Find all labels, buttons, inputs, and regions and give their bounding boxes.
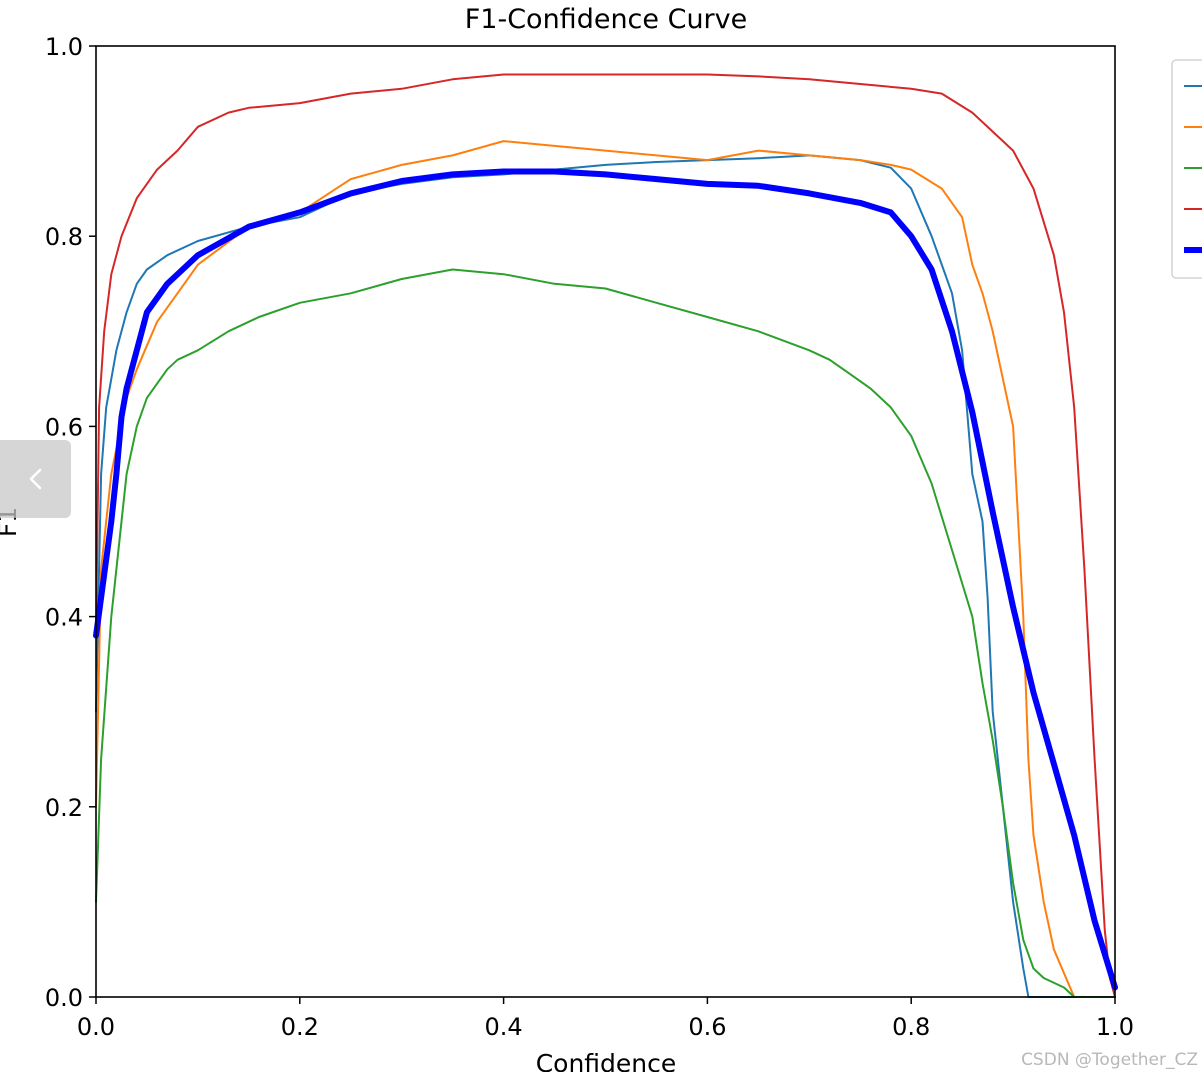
y-tick-label: 0.2	[45, 794, 83, 822]
series-line-4	[95, 73, 1116, 998]
watermark: CSDN @Together_CZ	[1021, 1050, 1198, 1070]
plot-frame	[95, 45, 1116, 998]
previous-image-button[interactable]	[0, 440, 71, 518]
legend-items	[1184, 85, 1202, 253]
series-layer	[93, 73, 1118, 998]
y-tick-label: 0.0	[45, 984, 83, 1012]
y-tick-label: 0.8	[45, 223, 83, 251]
chevron-left-icon	[27, 465, 45, 493]
x-axis-title: Confidence	[536, 1049, 677, 1072]
series-line-5	[93, 168, 1118, 991]
series-line-2	[95, 140, 1116, 998]
x-tick-label: 0.8	[892, 1013, 930, 1041]
chart-title: F1-Confidence Curve	[465, 4, 748, 35]
series-line-1	[95, 154, 1116, 998]
y-axis: 0.0 0.2 0.4 0.6 0.8 1.0	[45, 33, 96, 1012]
x-tick-label: 0.6	[688, 1013, 726, 1041]
x-tick-label: 1.0	[1096, 1013, 1134, 1041]
series-line-3	[95, 268, 1116, 998]
x-tick-label: 0.4	[485, 1013, 523, 1041]
x-axis: 0.0 0.2 0.4 0.6 0.8 1.0	[77, 997, 1134, 1041]
y-tick-label: 0.6	[45, 413, 83, 441]
x-tick-label: 0.2	[281, 1013, 319, 1041]
legend	[1171, 59, 1202, 279]
x-tick-label: 0.0	[77, 1013, 115, 1041]
y-tick-label: 1.0	[45, 33, 83, 61]
y-tick-label: 0.4	[45, 604, 83, 632]
